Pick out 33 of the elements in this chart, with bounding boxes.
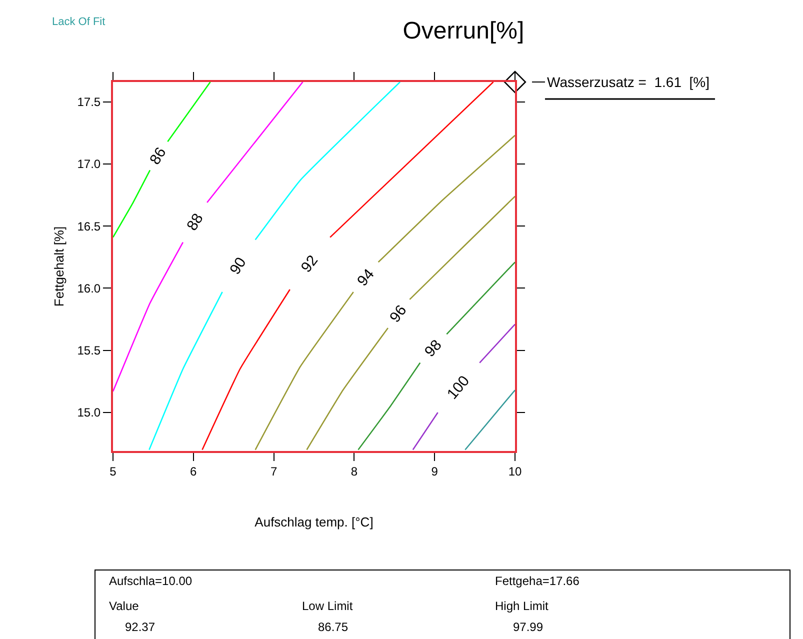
text: High Limit: [495, 599, 550, 613]
text: 94: [354, 266, 378, 290]
y-tick-label: 15.0: [77, 406, 101, 420]
x-axis-title: Aufschlag temp. [°C]: [254, 514, 374, 530]
text: 88: [184, 210, 207, 234]
x-tick-label: 7: [270, 464, 278, 478]
text: 96: [386, 302, 410, 326]
text: Wasserzusatz = 1.61 [%]: [547, 74, 710, 90]
x-tick-label: 8: [350, 464, 358, 478]
y-tick-label: 17.5: [77, 95, 101, 110]
text: Lack Of Fit: [52, 16, 106, 28]
y-tick-label: 16.0: [77, 281, 101, 296]
x-tick-label: 10: [508, 464, 522, 478]
x-tick-label: 9: [431, 464, 438, 478]
text: Low Limit: [302, 599, 354, 613]
text: 97.99: [513, 620, 544, 634]
text: 92: [298, 252, 322, 276]
text: 100: [444, 372, 474, 403]
text: Aufschla=10.00: [109, 574, 192, 588]
chart-title: Overrun[%]: [402, 17, 524, 44]
x-tick-label: 6: [190, 464, 198, 478]
text: Value: [109, 599, 140, 613]
y-axis-title: Fettgehalt [%]: [52, 226, 67, 307]
x-tick-label: 5: [110, 464, 117, 478]
text: 86: [146, 144, 170, 168]
y-tick-label: 15.5: [77, 344, 101, 358]
text: 86.75: [318, 620, 348, 634]
text: 98: [421, 336, 446, 360]
y-tick-label: 17.0: [77, 157, 101, 172]
text: 90: [226, 254, 250, 278]
y-tick-label: 16.5: [77, 219, 101, 234]
text: Fettgeha=17.66: [495, 574, 580, 588]
text: 92.37: [125, 620, 156, 634]
